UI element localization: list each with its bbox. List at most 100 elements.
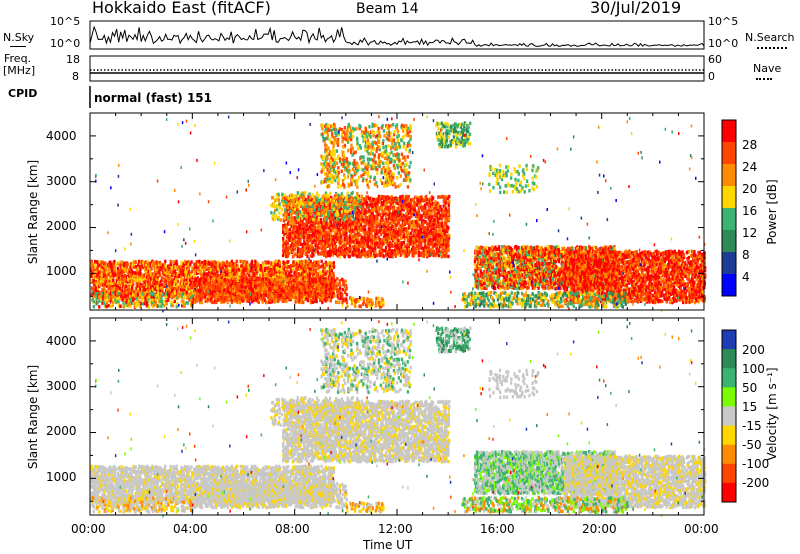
power-cell — [143, 291, 145, 295]
power-cell — [117, 267, 119, 271]
power-cell — [111, 295, 113, 299]
power-cell — [265, 293, 267, 297]
power-cell — [125, 285, 127, 289]
power-cell — [363, 248, 365, 252]
power-cell — [309, 273, 311, 277]
power-cell — [259, 290, 261, 294]
power-cell — [117, 300, 119, 304]
power-cell — [93, 300, 95, 304]
power-cell — [91, 260, 93, 264]
power-cell — [224, 278, 226, 282]
power-cell — [282, 231, 284, 235]
power-cell — [187, 301, 189, 305]
power-cell — [375, 198, 377, 202]
power-cell — [111, 291, 113, 295]
power-cell — [96, 301, 98, 305]
power-cell — [269, 287, 271, 291]
power-cell — [181, 292, 183, 296]
power-cell — [96, 260, 98, 264]
power-cell — [303, 231, 305, 235]
power-cell — [321, 301, 323, 305]
power-cell — [321, 260, 323, 264]
power-cell — [119, 273, 121, 277]
power-cell — [276, 278, 278, 282]
power-cell — [229, 280, 231, 284]
power-cell — [350, 247, 352, 251]
power-cell — [316, 300, 318, 304]
power-cell — [336, 282, 338, 286]
power-cell — [234, 278, 236, 282]
power-cell — [146, 301, 148, 305]
power-cell — [192, 294, 194, 298]
power-cell — [205, 279, 207, 283]
power-cell — [307, 231, 309, 235]
power-cell — [201, 297, 203, 301]
power-cell — [105, 305, 107, 309]
power-cell — [183, 267, 185, 271]
power-cell — [149, 270, 151, 274]
power-cell — [307, 243, 309, 247]
power-cell — [166, 302, 168, 306]
power-cell — [160, 297, 162, 301]
power-cell — [135, 265, 137, 269]
power-cell — [161, 283, 163, 287]
power-cell — [238, 268, 240, 272]
power-cell — [210, 291, 212, 295]
power-cell — [344, 255, 346, 258]
power-cell — [265, 273, 267, 277]
power-cell — [251, 260, 253, 264]
power-cell — [272, 261, 274, 265]
power-cell — [383, 255, 385, 259]
power-cell — [191, 270, 193, 274]
power-cell — [318, 265, 320, 269]
power-cell — [346, 293, 348, 297]
power-cell — [361, 215, 363, 219]
power-cell — [161, 300, 163, 304]
power-cell — [155, 298, 157, 302]
power-cell — [125, 304, 127, 308]
power-cell — [115, 263, 117, 267]
power-cell — [311, 246, 313, 250]
power-cell — [120, 295, 122, 299]
power-cell — [286, 228, 288, 232]
power-cell — [317, 260, 319, 264]
power-cell — [336, 277, 338, 281]
power-cell — [330, 221, 332, 225]
power-cell — [190, 260, 192, 264]
power-cell — [121, 260, 123, 264]
power-cell — [205, 266, 207, 270]
power-cell — [251, 287, 253, 291]
power-cell — [226, 279, 228, 283]
power-cell — [135, 297, 137, 301]
power-cell — [98, 305, 100, 309]
power-cell — [195, 278, 197, 282]
power-cell — [246, 261, 248, 265]
power-cell — [389, 221, 391, 225]
power-cell — [295, 296, 297, 300]
power-cell — [319, 246, 321, 250]
power-cell — [176, 305, 178, 309]
power-cell — [282, 237, 284, 241]
power-cell — [94, 263, 96, 267]
power-cell — [210, 297, 212, 301]
power-cell — [150, 267, 152, 271]
power-cell — [177, 280, 179, 284]
power-cell — [291, 277, 293, 281]
power-cell — [361, 195, 363, 199]
power-cell — [203, 272, 205, 276]
power-cell — [301, 293, 303, 297]
power-cell — [279, 261, 281, 265]
power-cell — [133, 290, 135, 294]
power-cell — [381, 206, 383, 210]
power-cell — [265, 286, 267, 290]
power-cell — [243, 279, 245, 283]
power-cell — [102, 261, 104, 265]
power-cell — [99, 260, 101, 264]
power-cell — [94, 260, 96, 264]
power-cell — [327, 292, 329, 296]
power-cell — [363, 227, 365, 231]
power-cell — [288, 252, 290, 256]
power-cell — [245, 285, 247, 289]
power-cell — [162, 293, 164, 297]
power-cell — [181, 282, 183, 286]
